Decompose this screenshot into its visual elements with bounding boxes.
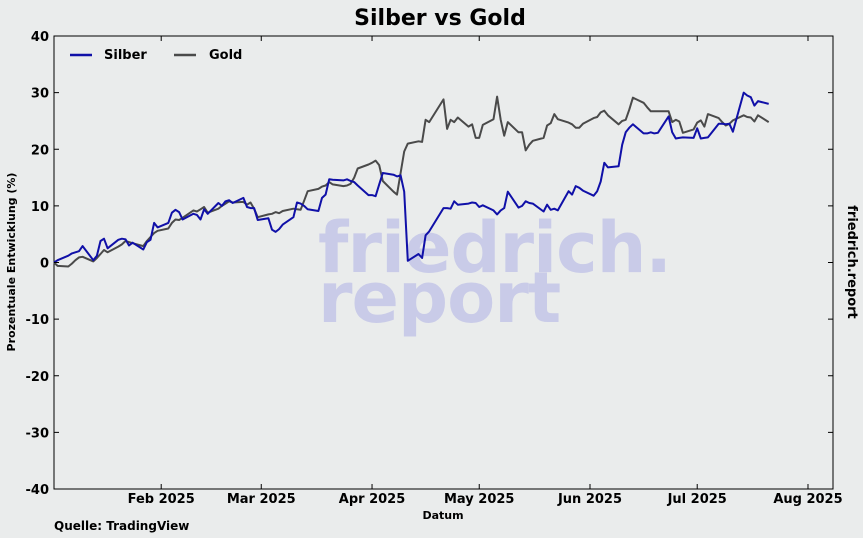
legend: Silber Gold (70, 48, 242, 63)
side-brand-label: friedrich.report (844, 205, 859, 319)
y-axis: -40 -30 -20 -10 0 10 20 30 40 (26, 30, 833, 498)
x-tick-label: May 2025 (444, 492, 515, 507)
series-line-gold (53, 95, 770, 268)
watermark-line1: friedrich. (318, 207, 671, 289)
source-label: Quelle: TradingView (54, 519, 189, 533)
y-axis-label: Prozentuale Entwicklung (%) (5, 173, 18, 352)
y-tick-label: -30 (26, 426, 50, 441)
y-tick-label: 0 (40, 257, 49, 272)
legend-label-silber: Silber (104, 48, 147, 63)
y-tick-label: 10 (31, 200, 49, 215)
legend-label-gold: Gold (209, 48, 242, 63)
y-tick-label: -40 (26, 483, 50, 498)
x-tick-label: Jun 2025 (557, 492, 622, 507)
watermark-line2: report (318, 257, 560, 339)
y-tick-label: 20 (31, 143, 49, 158)
x-axis: Feb 2025 Mar 2025 Apr 2025 May 2025 Jun 2025… (128, 36, 843, 507)
watermark: friedrich. report (318, 207, 672, 339)
x-axis-label: Datum (422, 509, 463, 522)
y-tick-label: -10 (26, 313, 50, 328)
x-tick-label: Aug 2025 (773, 492, 842, 507)
series-line-silber (53, 91, 769, 264)
x-tick-label: Apr 2025 (339, 492, 406, 507)
y-tick-label: 40 (31, 30, 49, 45)
y-tick-label: 30 (31, 87, 49, 102)
y-tick-label: -20 (26, 370, 50, 385)
series-layer (53, 91, 770, 268)
chart-title: Silber vs Gold (354, 6, 526, 31)
x-tick-label: Feb 2025 (128, 492, 195, 507)
x-tick-label: Mar 2025 (227, 492, 296, 507)
x-tick-label: Jul 2025 (667, 492, 727, 507)
